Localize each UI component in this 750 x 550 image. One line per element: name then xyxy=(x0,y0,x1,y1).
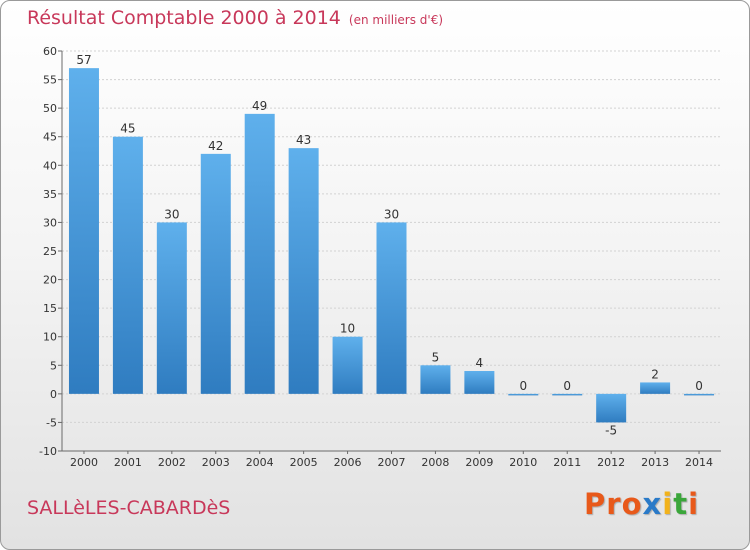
logo-letter: i xyxy=(688,487,700,521)
bar xyxy=(200,153,231,394)
x-tick-label: 2008 xyxy=(421,456,449,469)
bar-value-label: 0 xyxy=(563,379,571,393)
bar-value-label: 42 xyxy=(208,139,223,153)
bar xyxy=(288,148,319,394)
x-tick-label: 2011 xyxy=(553,456,581,469)
y-tick-label: 15 xyxy=(43,302,57,315)
x-tick-label: 2012 xyxy=(597,456,625,469)
bar xyxy=(684,393,715,396)
logo-letter: r xyxy=(606,487,622,521)
y-tick-label: -5 xyxy=(46,416,57,429)
x-tick-label: 2002 xyxy=(158,456,186,469)
bar-value-label: 0 xyxy=(695,379,703,393)
bar-value-label: 45 xyxy=(120,122,135,136)
y-tick-label: -10 xyxy=(39,445,57,458)
x-tick-label: 2003 xyxy=(202,456,230,469)
commune-name: SALLèLES-CABARDèS xyxy=(27,497,231,519)
bar-value-label: -5 xyxy=(605,423,617,437)
x-tick-label: 2014 xyxy=(685,456,713,469)
bar xyxy=(332,336,363,394)
x-tick-label: 2007 xyxy=(378,456,406,469)
x-tick-label: 2006 xyxy=(334,456,362,469)
bar xyxy=(552,393,583,396)
bar-value-label: 5 xyxy=(432,350,440,364)
bar-value-label: 0 xyxy=(519,379,527,393)
bar xyxy=(464,371,495,394)
y-tick-label: 50 xyxy=(43,102,57,115)
bar xyxy=(156,222,187,394)
y-tick-label: 35 xyxy=(43,188,57,201)
bar-value-label: 4 xyxy=(476,356,484,370)
logo-letter: P xyxy=(584,487,607,521)
x-tick-label: 2000 xyxy=(70,456,98,469)
logo-letter: t xyxy=(673,487,689,521)
bar-value-label: 43 xyxy=(296,133,311,147)
y-tick-label: 25 xyxy=(43,245,57,258)
chart-subtitle: (en milliers d'€) xyxy=(348,13,444,27)
x-tick-label: 2004 xyxy=(246,456,274,469)
y-tick-label: 45 xyxy=(43,131,57,144)
y-tick-label: 10 xyxy=(43,331,57,344)
bar xyxy=(244,113,275,394)
chart-title-block: Résultat Comptable 2000 à 2014 (en millie… xyxy=(27,7,443,29)
bar xyxy=(508,393,539,396)
x-tick-label: 2013 xyxy=(641,456,669,469)
y-tick-label: 40 xyxy=(43,159,57,172)
bar-value-label: 49 xyxy=(252,99,267,113)
bar xyxy=(112,136,143,394)
x-tick-label: 2009 xyxy=(465,456,493,469)
bar xyxy=(640,382,671,394)
bar-value-label: 30 xyxy=(384,207,399,221)
y-tick-label: 55 xyxy=(43,74,57,87)
y-tick-label: 20 xyxy=(43,274,57,287)
x-tick-label: 2010 xyxy=(509,456,537,469)
y-tick-label: 60 xyxy=(43,45,57,58)
y-tick-label: 30 xyxy=(43,216,57,229)
bar-value-label: 30 xyxy=(164,207,179,221)
x-tick-label: 2005 xyxy=(290,456,318,469)
logo-letter: i xyxy=(662,487,674,521)
bar xyxy=(420,365,451,394)
y-tick-label: 0 xyxy=(50,388,57,401)
logo-letter: x xyxy=(642,487,663,521)
y-tick-label: 5 xyxy=(50,359,57,372)
bar xyxy=(376,222,407,394)
bar xyxy=(596,393,627,423)
proxiti-logo: Proxiti xyxy=(584,487,699,521)
bar-value-label: 57 xyxy=(76,53,91,67)
bar xyxy=(68,68,99,394)
x-tick-label: 2001 xyxy=(114,456,142,469)
bar-value-label: 10 xyxy=(340,322,355,336)
logo-letter: o xyxy=(621,487,643,521)
chart-title: Résultat Comptable 2000 à 2014 xyxy=(27,7,341,29)
bar-value-label: 2 xyxy=(651,367,659,381)
